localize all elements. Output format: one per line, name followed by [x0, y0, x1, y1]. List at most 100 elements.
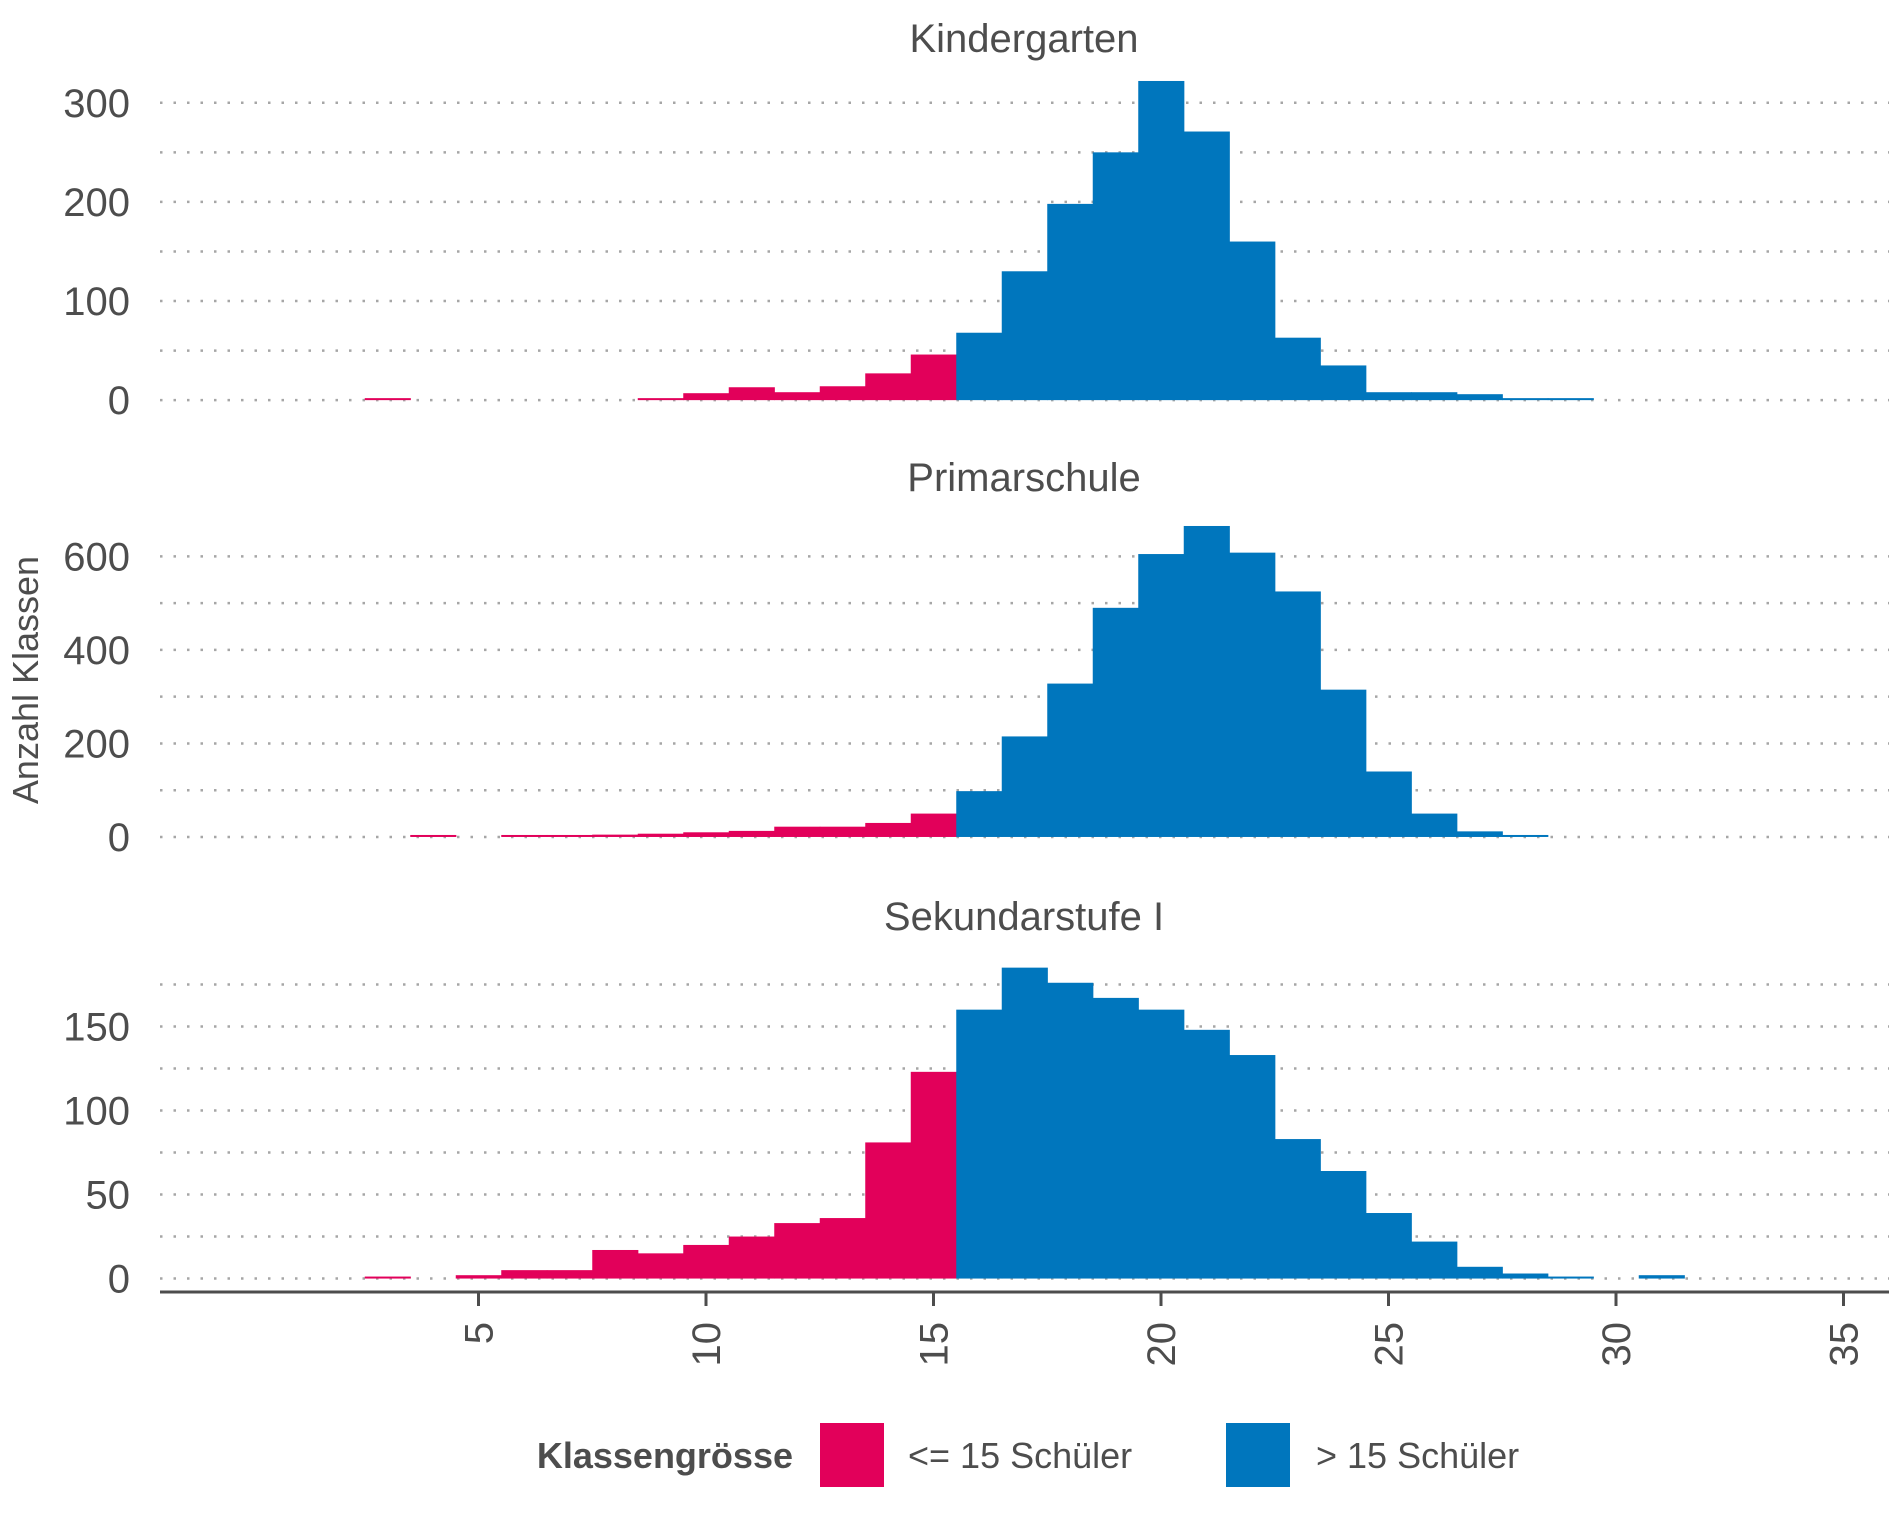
histogram-bar: [1365, 1213, 1412, 1279]
histogram-bar: [1411, 813, 1458, 837]
histogram-bar: [364, 398, 411, 401]
histogram-bar: [728, 387, 775, 401]
x-tick-label: 30: [1595, 1322, 1639, 1367]
histogram-bar: [1502, 398, 1549, 401]
histogram-bar: [1047, 982, 1094, 1279]
histogram-bar: [1411, 1241, 1458, 1279]
y-tick-label: 150: [63, 1005, 130, 1049]
histogram-bar: [637, 398, 684, 401]
histogram-bar: [1229, 552, 1276, 837]
histogram-bar: [1183, 525, 1230, 837]
panel-title: Primarschule: [907, 456, 1140, 500]
histogram-bar: [1638, 1275, 1685, 1279]
histogram-bar: [910, 813, 957, 837]
histogram-bar: [910, 354, 957, 401]
histogram-bar: [1092, 152, 1139, 401]
histogram-bar: [501, 1270, 548, 1279]
histogram-bar: [819, 386, 866, 401]
histogram-bar: [956, 332, 1003, 401]
x-tick-label: 10: [685, 1322, 729, 1367]
histogram-bar: [1047, 203, 1094, 401]
histogram-bar: [1411, 392, 1458, 401]
histogram-bar: [1183, 1029, 1230, 1279]
histogram-bar: [683, 393, 730, 401]
y-tick-label: 200: [63, 722, 130, 766]
y-tick-label: 0: [108, 1258, 130, 1302]
histogram-bar: [592, 834, 639, 837]
y-tick-label: 300: [63, 82, 130, 126]
histogram-bar: [865, 1142, 912, 1279]
histogram-bar: [683, 1244, 730, 1279]
histogram-bar: [1320, 1170, 1367, 1279]
histogram-bar: [865, 373, 912, 401]
y-tick-label: 50: [86, 1174, 131, 1218]
histogram-bar: [1183, 131, 1230, 401]
legend-swatch-large: [1226, 1423, 1290, 1487]
y-tick-label: 0: [108, 816, 130, 860]
histogram-bar: [1001, 967, 1048, 1279]
legend-label-small: <= 15 Schüler: [908, 1435, 1132, 1476]
legend-swatch-small: [820, 1423, 884, 1487]
histogram-bar: [1547, 398, 1594, 401]
histogram-bar: [774, 826, 821, 837]
histogram-bar: [819, 826, 866, 837]
histogram-bar: [1456, 394, 1503, 401]
histogram-bar: [910, 1071, 957, 1279]
histogram-bar: [956, 1009, 1003, 1279]
panel-title: Kindergarten: [909, 17, 1138, 61]
histogram-bar: [1456, 1266, 1503, 1279]
y-tick-label: 200: [63, 181, 130, 225]
histogram-bar: [1502, 834, 1549, 837]
y-tick-label: 600: [63, 535, 130, 579]
histogram-bar: [546, 1270, 593, 1279]
panel-title: Sekundarstufe I: [884, 895, 1164, 939]
y-tick-label: 100: [63, 280, 130, 324]
y-tick-label: 100: [63, 1089, 130, 1133]
histogram-bar: [1047, 683, 1094, 837]
x-tick-label: 35: [1823, 1322, 1867, 1367]
histogram-bar: [1138, 554, 1185, 837]
histogram-bar: [865, 822, 912, 837]
histogram-bar: [1320, 365, 1367, 401]
histogram-bar: [956, 791, 1003, 837]
histogram-bar: [819, 1218, 866, 1279]
histogram-bar: [455, 1275, 502, 1279]
x-tick-label: 5: [458, 1322, 502, 1344]
legend-title: Klassengrösse: [537, 1435, 793, 1476]
histogram-bar: [1502, 1273, 1549, 1279]
histogram-bar: [1001, 736, 1048, 837]
histogram-bar: [1456, 831, 1503, 837]
x-tick-label: 15: [913, 1322, 957, 1367]
histogram-bar: [1001, 271, 1048, 401]
histogram-bar: [592, 1249, 639, 1279]
histogram-bar: [728, 1236, 775, 1279]
histogram-bar: [1229, 241, 1276, 401]
histogram-bar: [1092, 997, 1139, 1279]
histogram-bar: [501, 834, 548, 837]
y-tick-label: 0: [108, 379, 130, 423]
histogram-bar: [728, 830, 775, 837]
legend: Klassengrösse <= 15 Schüler > 15 Schüler: [537, 1423, 1519, 1487]
x-tick-label: 20: [1140, 1322, 1184, 1367]
y-axis-label: Anzahl Klassen: [5, 556, 46, 804]
histogram-bar: [1320, 689, 1367, 837]
histogram-bar: [637, 833, 684, 837]
histogram-bar: [1274, 591, 1321, 837]
histogram-bar: [1365, 392, 1412, 401]
histogram-bar: [683, 832, 730, 837]
histogram-bar: [364, 1276, 411, 1279]
legend-label-large: > 15 Schüler: [1316, 1435, 1519, 1476]
histogram-bar: [1547, 1276, 1594, 1279]
histogram-bar: [774, 392, 821, 401]
x-tick-label: 25: [1368, 1322, 1412, 1367]
histogram-bar: [1365, 771, 1412, 837]
histogram-bar: [1092, 607, 1139, 837]
histogram-bar: [410, 834, 457, 837]
y-tick-label: 400: [63, 629, 130, 673]
histogram-bar: [637, 1253, 684, 1279]
histogram-bar: [1274, 337, 1321, 401]
histogram-bar: [774, 1223, 821, 1279]
histogram-bar: [546, 834, 593, 837]
histogram-bar: [1274, 1139, 1321, 1279]
histogram-bar: [1229, 1055, 1276, 1279]
